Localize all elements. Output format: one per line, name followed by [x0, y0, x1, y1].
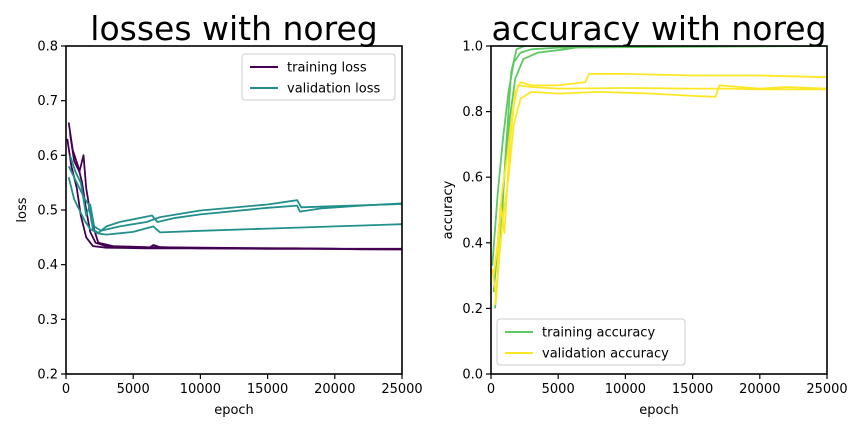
accuracy-y-tick-label: 0.0 — [462, 368, 483, 383]
loss-legend: training loss validation loss — [241, 53, 396, 101]
loss-chart: losses with noreg 0 5000 10000 15000 20000 25… — [15, 9, 423, 418]
accuracy-chart-title: accuracy with noreg — [491, 9, 826, 48]
loss-x-tick-label: 20000 — [314, 382, 355, 397]
loss-plot-area: 0 5000 10000 15000 20000 25000 0.2 0.3 0.4 0.5 0.6… — [37, 40, 422, 398]
loss-y-tick-label: 0.8 — [37, 40, 58, 55]
loss-chart-title: losses with noreg — [90, 9, 377, 48]
loss-x-tick-label: 15000 — [247, 382, 288, 397]
loss-y-tick-label: 0.3 — [37, 313, 58, 328]
loss-training-loss-line-3 — [66, 138, 402, 251]
accuracy-validation-accuracy-line-3 — [494, 84, 827, 306]
accuracy-plot-area: 0 5000 10000 15000 20000 25000 0.0 0.2 0.4 0.6 0.8… — [462, 40, 847, 398]
accuracy-y-tick-label: 0.6 — [462, 171, 483, 186]
accuracy-series-lines — [491, 46, 827, 309]
loss-validation-loss-line-1 — [67, 165, 402, 234]
loss-x-tick-label: 5000 — [117, 382, 150, 397]
loss-y-tick-label: 0.5 — [37, 204, 58, 219]
accuracy-y-tick-label: 0.8 — [462, 105, 483, 120]
loss-validation-loss-line-3 — [67, 176, 402, 236]
loss-x-tick-label: 10000 — [180, 382, 221, 397]
accuracy-validation-accuracy-line-2 — [492, 84, 827, 276]
loss-y-tick-label: 0.2 — [37, 368, 58, 383]
accuracy-x-axis-label: epoch — [639, 403, 679, 418]
accuracy-legend-label: training accuracy — [542, 326, 655, 341]
accuracy-chart: accuracy with noreg 0 5000 10000 15000 20000… — [441, 9, 848, 418]
loss-x-axis-label: epoch — [214, 403, 254, 418]
accuracy-x-tick-label: 25000 — [806, 382, 847, 397]
accuracy-legend-label: validation accuracy — [542, 347, 669, 362]
loss-legend-label: training loss — [287, 61, 367, 76]
accuracy-x-tick-label: 5000 — [542, 382, 575, 397]
accuracy-legend: training accuracy validation accuracy — [496, 318, 686, 366]
accuracy-x-tick-label: 15000 — [672, 382, 713, 397]
accuracy-x-tick-label: 0 — [487, 382, 495, 397]
loss-y-tick-label: 0.6 — [37, 149, 58, 164]
accuracy-y-tick-label: 0.4 — [462, 236, 483, 251]
loss-y-tick-label: 0.7 — [37, 94, 58, 109]
loss-y-axis-label: loss — [15, 197, 30, 222]
accuracy-x-tick-label: 20000 — [739, 382, 780, 397]
accuracy-axes-frame — [490, 45, 828, 375]
loss-x-tick-label: 0 — [62, 382, 70, 397]
loss-series-lines — [66, 122, 402, 251]
accuracy-y-axis-label: accuracy — [441, 180, 456, 239]
accuracy-x-tick-label: 10000 — [605, 382, 646, 397]
loss-validation-loss-line-2 — [69, 155, 402, 232]
accuracy-validation-accuracy-line-1 — [491, 73, 827, 300]
loss-legend-label: validation loss — [287, 82, 380, 97]
loss-y-tick-label: 0.4 — [37, 258, 58, 273]
loss-x-tick-label: 25000 — [381, 382, 422, 397]
accuracy-y-tick-label: 0.2 — [462, 302, 483, 317]
accuracy-y-tick-label: 1.0 — [462, 40, 483, 55]
